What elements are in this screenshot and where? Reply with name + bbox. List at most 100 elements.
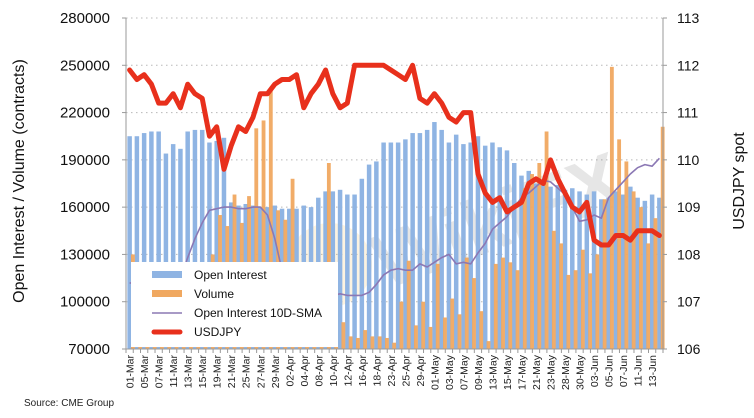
- x-tick-label: 10-Apr: [328, 354, 340, 386]
- legend-label-sma: Open Interest 10D-SMA: [194, 306, 322, 320]
- open-interest-bar: [432, 122, 437, 350]
- volume-bar: [537, 163, 542, 349]
- volume-bar: [464, 257, 469, 349]
- volume-bar: [624, 161, 629, 349]
- open-interest-bar: [511, 163, 517, 349]
- open-interest-bar: [345, 194, 350, 349]
- left-tick-label: 100000: [60, 294, 110, 311]
- x-tick-label: 29-Mar: [270, 355, 282, 389]
- volume-bar: [370, 336, 375, 349]
- open-interest-bar: [446, 142, 452, 349]
- open-interest-bar: [620, 194, 626, 349]
- open-interest-bar: [366, 164, 372, 349]
- legend-label-volume: Volume: [194, 287, 234, 301]
- open-interest-bar: [359, 178, 365, 349]
- volume-bar: [559, 243, 563, 349]
- open-interest-bar: [606, 197, 611, 349]
- open-interest-bar: [591, 191, 597, 349]
- open-interest-bar: [613, 191, 619, 349]
- x-tick-label: 13-Mar: [183, 355, 195, 389]
- open-interest-bar: [141, 133, 147, 349]
- open-interest-bar: [570, 188, 575, 349]
- x-tick-label: 21-Mar: [226, 355, 238, 389]
- right-axis-ticks: 106 107 108 109 110 111 112 113: [663, 10, 701, 357]
- volume-bar: [377, 336, 382, 349]
- x-tick-label: 07-Mar: [154, 355, 166, 389]
- open-interest-bar: [533, 183, 539, 349]
- open-interest-bar: [185, 131, 190, 349]
- x-tick-label: 05-Jun: [604, 355, 616, 387]
- volume-bar: [508, 262, 513, 349]
- volume-bar: [435, 263, 440, 349]
- x-tick-label: 25-Mar: [241, 355, 253, 389]
- open-interest-bar: [221, 137, 227, 349]
- volume-bar: [326, 163, 331, 349]
- y-axis-right-label: USDJPY spot: [731, 132, 748, 230]
- open-interest-bar: [497, 147, 502, 349]
- volume-bar: [551, 230, 556, 349]
- x-tick-label: 15-Mar: [197, 355, 209, 389]
- x-tick-label: 13-May: [488, 354, 500, 390]
- open-interest-bar: [657, 197, 662, 349]
- open-interest-bar: [424, 129, 430, 349]
- legend-label-usdjpy: USDJPY: [194, 325, 241, 339]
- x-tick-label: 29-Apr: [415, 354, 427, 386]
- right-tick-label: 109: [677, 199, 701, 215]
- open-interest-bar: [468, 142, 473, 349]
- volume-bar: [617, 139, 622, 349]
- volume-bar: [544, 131, 549, 349]
- open-interest-bar: [163, 153, 169, 349]
- open-interest-bar: [134, 136, 140, 349]
- volume-bar: [384, 337, 389, 349]
- open-interest-bar: [584, 194, 590, 349]
- right-tick-label: 107: [677, 294, 701, 310]
- volume-bar: [421, 301, 426, 349]
- x-tick-label: 23-Apr: [386, 354, 398, 386]
- volume-bar: [414, 325, 418, 349]
- x-tick-label: 07-May: [458, 354, 470, 390]
- right-tick-label: 111: [677, 105, 698, 121]
- open-interest-bar: [439, 129, 444, 349]
- volume-bar: [573, 270, 578, 349]
- open-interest-bar: [381, 142, 386, 349]
- open-interest-bar: [207, 142, 212, 349]
- open-interest-bar: [214, 140, 219, 349]
- x-tick-label: 28-May: [560, 354, 572, 390]
- x-tick-label: 05-Mar: [139, 355, 151, 389]
- open-interest-bar: [519, 175, 524, 349]
- usdjpy-line: [127, 62, 662, 248]
- right-tick-label: 112: [677, 57, 700, 73]
- x-tick-label: 03-Jun: [589, 355, 601, 387]
- volume-bar: [588, 273, 593, 349]
- open-interest-bar: [475, 136, 481, 349]
- legend: Open Interest Volume Open Interest 10D-S…: [131, 262, 338, 347]
- left-tick-label: 220000: [60, 105, 110, 122]
- volume-bar: [631, 191, 636, 349]
- y-axis-left-label: Open Interest / Volume (contracts): [11, 59, 28, 303]
- volume-bar: [638, 207, 643, 349]
- right-tick-label: 106: [677, 341, 701, 357]
- volume-bar: [341, 322, 346, 349]
- legend-swatch-volume: [152, 290, 182, 297]
- open-interest-bar: [541, 183, 546, 349]
- legend-label-open-interest: Open Interest: [194, 268, 267, 282]
- left-tick-label: 190000: [60, 152, 110, 169]
- volume-bar: [501, 257, 505, 349]
- x-tick-label: 16-Apr: [357, 354, 369, 386]
- volume-bar: [457, 314, 462, 349]
- open-interest-bar: [352, 194, 357, 349]
- x-tick-label: 08-Apr: [313, 354, 325, 386]
- open-interest-bar: [156, 131, 161, 349]
- open-interest-bar: [635, 197, 640, 349]
- volume-bar: [355, 337, 360, 349]
- x-tick-label: 23-May: [546, 354, 558, 390]
- open-interest-bar: [504, 150, 510, 349]
- open-interest-bar: [482, 145, 488, 349]
- open-interest-bar: [642, 200, 648, 349]
- x-tick-label: 09-May: [473, 354, 485, 390]
- open-interest-bar: [599, 199, 604, 349]
- left-tick-label: 130000: [60, 246, 110, 263]
- left-tick-label: 160000: [60, 199, 110, 216]
- axes: [125, 18, 664, 353]
